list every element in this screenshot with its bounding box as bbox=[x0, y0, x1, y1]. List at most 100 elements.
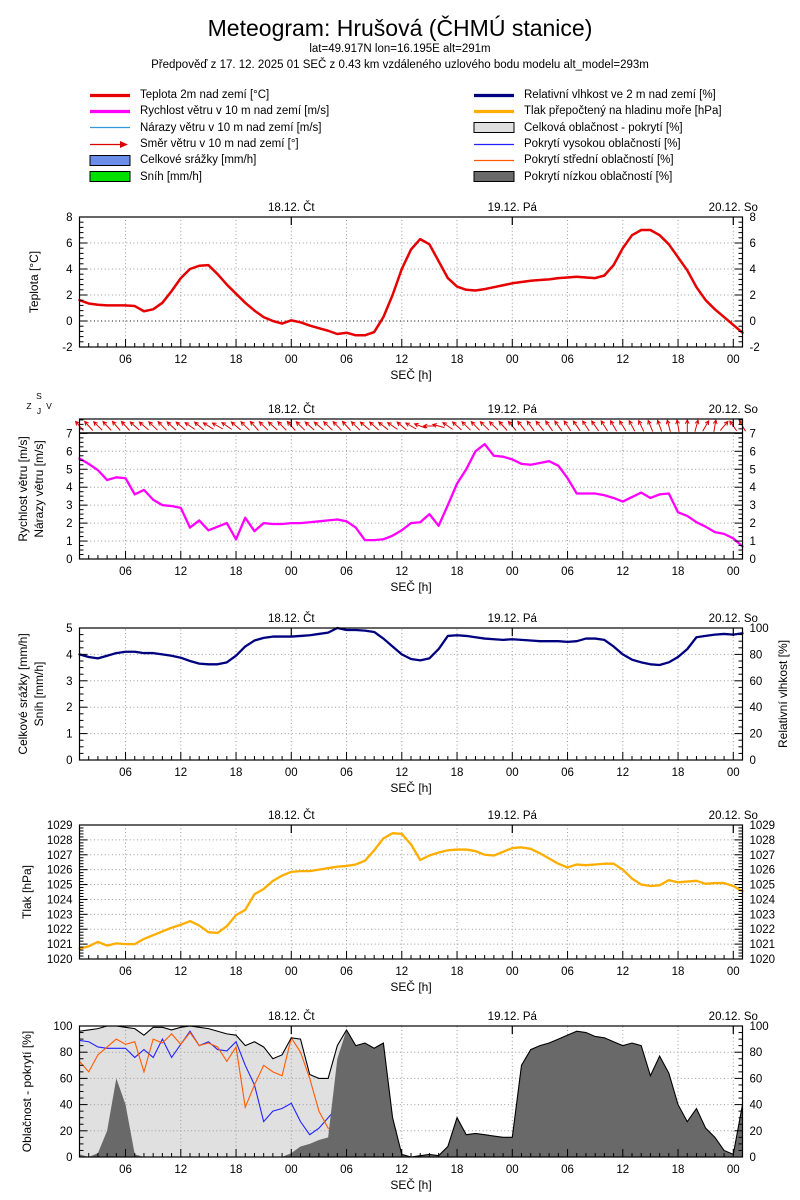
legend-label: Nárazy větru v 10 m nad zemí [m/s] bbox=[140, 121, 322, 134]
svg-text:18: 18 bbox=[230, 354, 243, 366]
svg-text:1026: 1026 bbox=[750, 865, 776, 877]
legend-label: Celkové srážky [mm/h] bbox=[140, 154, 257, 167]
svg-text:4: 4 bbox=[66, 649, 73, 661]
svg-text:06: 06 bbox=[119, 767, 132, 779]
line-swatch-icon bbox=[90, 109, 130, 114]
svg-text:00: 00 bbox=[727, 1164, 740, 1176]
svg-text:1025: 1025 bbox=[750, 880, 776, 892]
svg-text:40: 40 bbox=[750, 1100, 763, 1112]
svg-text:2: 2 bbox=[750, 518, 756, 530]
svg-text:12: 12 bbox=[395, 1164, 408, 1176]
svg-text:00: 00 bbox=[727, 767, 740, 779]
svg-text:100: 100 bbox=[750, 623, 769, 635]
svg-text:Sníh [mm/h]: Sníh [mm/h] bbox=[32, 662, 46, 727]
svg-text:Nárazy větru [m/s]: Nárazy větru [m/s] bbox=[32, 440, 46, 537]
svg-text:20: 20 bbox=[750, 729, 763, 741]
svg-text:18: 18 bbox=[672, 566, 685, 578]
svg-text:12: 12 bbox=[174, 354, 187, 366]
svg-text:1028: 1028 bbox=[47, 835, 73, 847]
legend-label: Teplota 2m nad zemí [°C] bbox=[140, 89, 270, 102]
line-swatch-icon bbox=[474, 109, 514, 114]
svg-text:1029: 1029 bbox=[750, 820, 776, 832]
svg-text:SEČ [h]: SEČ [h] bbox=[390, 579, 431, 594]
precip-humidity-series-line bbox=[78, 626, 744, 667]
svg-text:06: 06 bbox=[119, 1164, 132, 1176]
svg-text:80: 80 bbox=[60, 1047, 73, 1059]
svg-text:18.12. Čt: 18.12. Čt bbox=[268, 1010, 315, 1023]
svg-text:00: 00 bbox=[506, 1164, 519, 1176]
svg-text:1: 1 bbox=[66, 536, 72, 548]
legend-label: Směr větru v 10 m nad zemí [°] bbox=[140, 138, 299, 151]
svg-text:12: 12 bbox=[395, 354, 408, 366]
legend-label: Tlak přepočtený na hladinu moře [hPa] bbox=[524, 105, 722, 118]
legend-item: Pokrytí nízkou oblačností [%] bbox=[472, 168, 722, 184]
wind-chart: 0 01 12 23 34 45 56 67 706 12 18 00 06 12 18 00 06 12 18 00… bbox=[16, 391, 758, 594]
svg-text:4: 4 bbox=[66, 264, 73, 276]
legend-item: Nárazy větru v 10 m nad zemí [m/s] bbox=[88, 120, 329, 136]
svg-text:06: 06 bbox=[561, 966, 574, 978]
svg-text:7: 7 bbox=[66, 428, 72, 440]
svg-text:100: 100 bbox=[750, 1021, 769, 1033]
svg-text:06: 06 bbox=[561, 354, 574, 366]
svg-text:-2: -2 bbox=[62, 342, 72, 354]
svg-text:7: 7 bbox=[750, 428, 756, 440]
svg-text:Oblačnost - pokrytí [%]: Oblačnost - pokrytí [%] bbox=[20, 1031, 34, 1152]
svg-text:19.12. Pá: 19.12. Pá bbox=[488, 613, 538, 625]
svg-text:Celkové srážky [mm/h]: Celkové srážky [mm/h] bbox=[16, 633, 30, 754]
svg-text:0: 0 bbox=[750, 554, 756, 566]
svg-text:1021: 1021 bbox=[47, 939, 73, 951]
legend-item: Pokrytí vysokou oblačností [%] bbox=[472, 136, 722, 152]
line-swatch-icon bbox=[474, 143, 514, 145]
svg-text:-2: -2 bbox=[750, 342, 760, 354]
svg-text:18: 18 bbox=[672, 1164, 685, 1176]
legend-item: Relativní vlhkost ve 2 m nad zemí [%] bbox=[472, 87, 722, 103]
svg-text:0: 0 bbox=[66, 1152, 72, 1164]
svg-text:8: 8 bbox=[750, 212, 756, 224]
legend-label: Rychlost větru v 10 m nad zemí [m/s] bbox=[140, 105, 330, 118]
svg-text:1: 1 bbox=[750, 536, 756, 548]
svg-text:SEČ [h]: SEČ [h] bbox=[390, 979, 431, 994]
svg-text:18.12. Čt: 18.12. Čt bbox=[268, 403, 315, 416]
svg-text:00: 00 bbox=[727, 566, 740, 578]
svg-text:12: 12 bbox=[616, 767, 629, 779]
svg-text:00: 00 bbox=[506, 966, 519, 978]
svg-text:3: 3 bbox=[750, 500, 756, 512]
wind-series-line bbox=[78, 442, 744, 548]
svg-text:1029: 1029 bbox=[47, 820, 73, 832]
svg-text:5: 5 bbox=[66, 623, 72, 635]
svg-text:2: 2 bbox=[66, 518, 72, 530]
svg-text:SEČ [h]: SEČ [h] bbox=[390, 1177, 431, 1192]
line-swatch-icon bbox=[90, 93, 130, 97]
legend-item: Sníh [mm/h] bbox=[88, 168, 329, 184]
svg-text:1027: 1027 bbox=[47, 850, 73, 862]
station-coordinates: lat=49.917N lon=16.195E alt=291m bbox=[309, 43, 491, 55]
svg-text:00: 00 bbox=[285, 1164, 298, 1176]
svg-text:18.12. Čt: 18.12. Čt bbox=[268, 612, 315, 625]
svg-text:1025: 1025 bbox=[47, 880, 73, 892]
svg-text:20.12. So: 20.12. So bbox=[709, 810, 758, 822]
svg-text:12: 12 bbox=[616, 566, 629, 578]
wind-direction-arrows bbox=[74, 418, 746, 432]
svg-text:00: 00 bbox=[285, 566, 298, 578]
svg-text:6: 6 bbox=[750, 238, 756, 250]
svg-text:0: 0 bbox=[66, 316, 72, 328]
svg-text:3: 3 bbox=[66, 676, 72, 688]
svg-text:5: 5 bbox=[750, 464, 756, 476]
svg-text:20.12. So: 20.12. So bbox=[709, 404, 758, 416]
svg-text:SEČ [h]: SEČ [h] bbox=[390, 367, 431, 382]
svg-text:12: 12 bbox=[616, 966, 629, 978]
svg-text:18.12. Čt: 18.12. Čt bbox=[268, 809, 315, 822]
line-swatch-icon bbox=[474, 93, 514, 97]
svg-text:6: 6 bbox=[66, 238, 72, 250]
svg-text:00: 00 bbox=[727, 966, 740, 978]
svg-text:12: 12 bbox=[174, 1164, 187, 1176]
legend-label: Celková oblačnost - pokrytí [%] bbox=[524, 121, 683, 134]
svg-text:18.12. Čt: 18.12. Čt bbox=[268, 201, 315, 214]
svg-text:18: 18 bbox=[451, 354, 464, 366]
svg-text:06: 06 bbox=[340, 354, 353, 366]
svg-text:0: 0 bbox=[66, 554, 72, 566]
svg-text:06: 06 bbox=[340, 1164, 353, 1176]
